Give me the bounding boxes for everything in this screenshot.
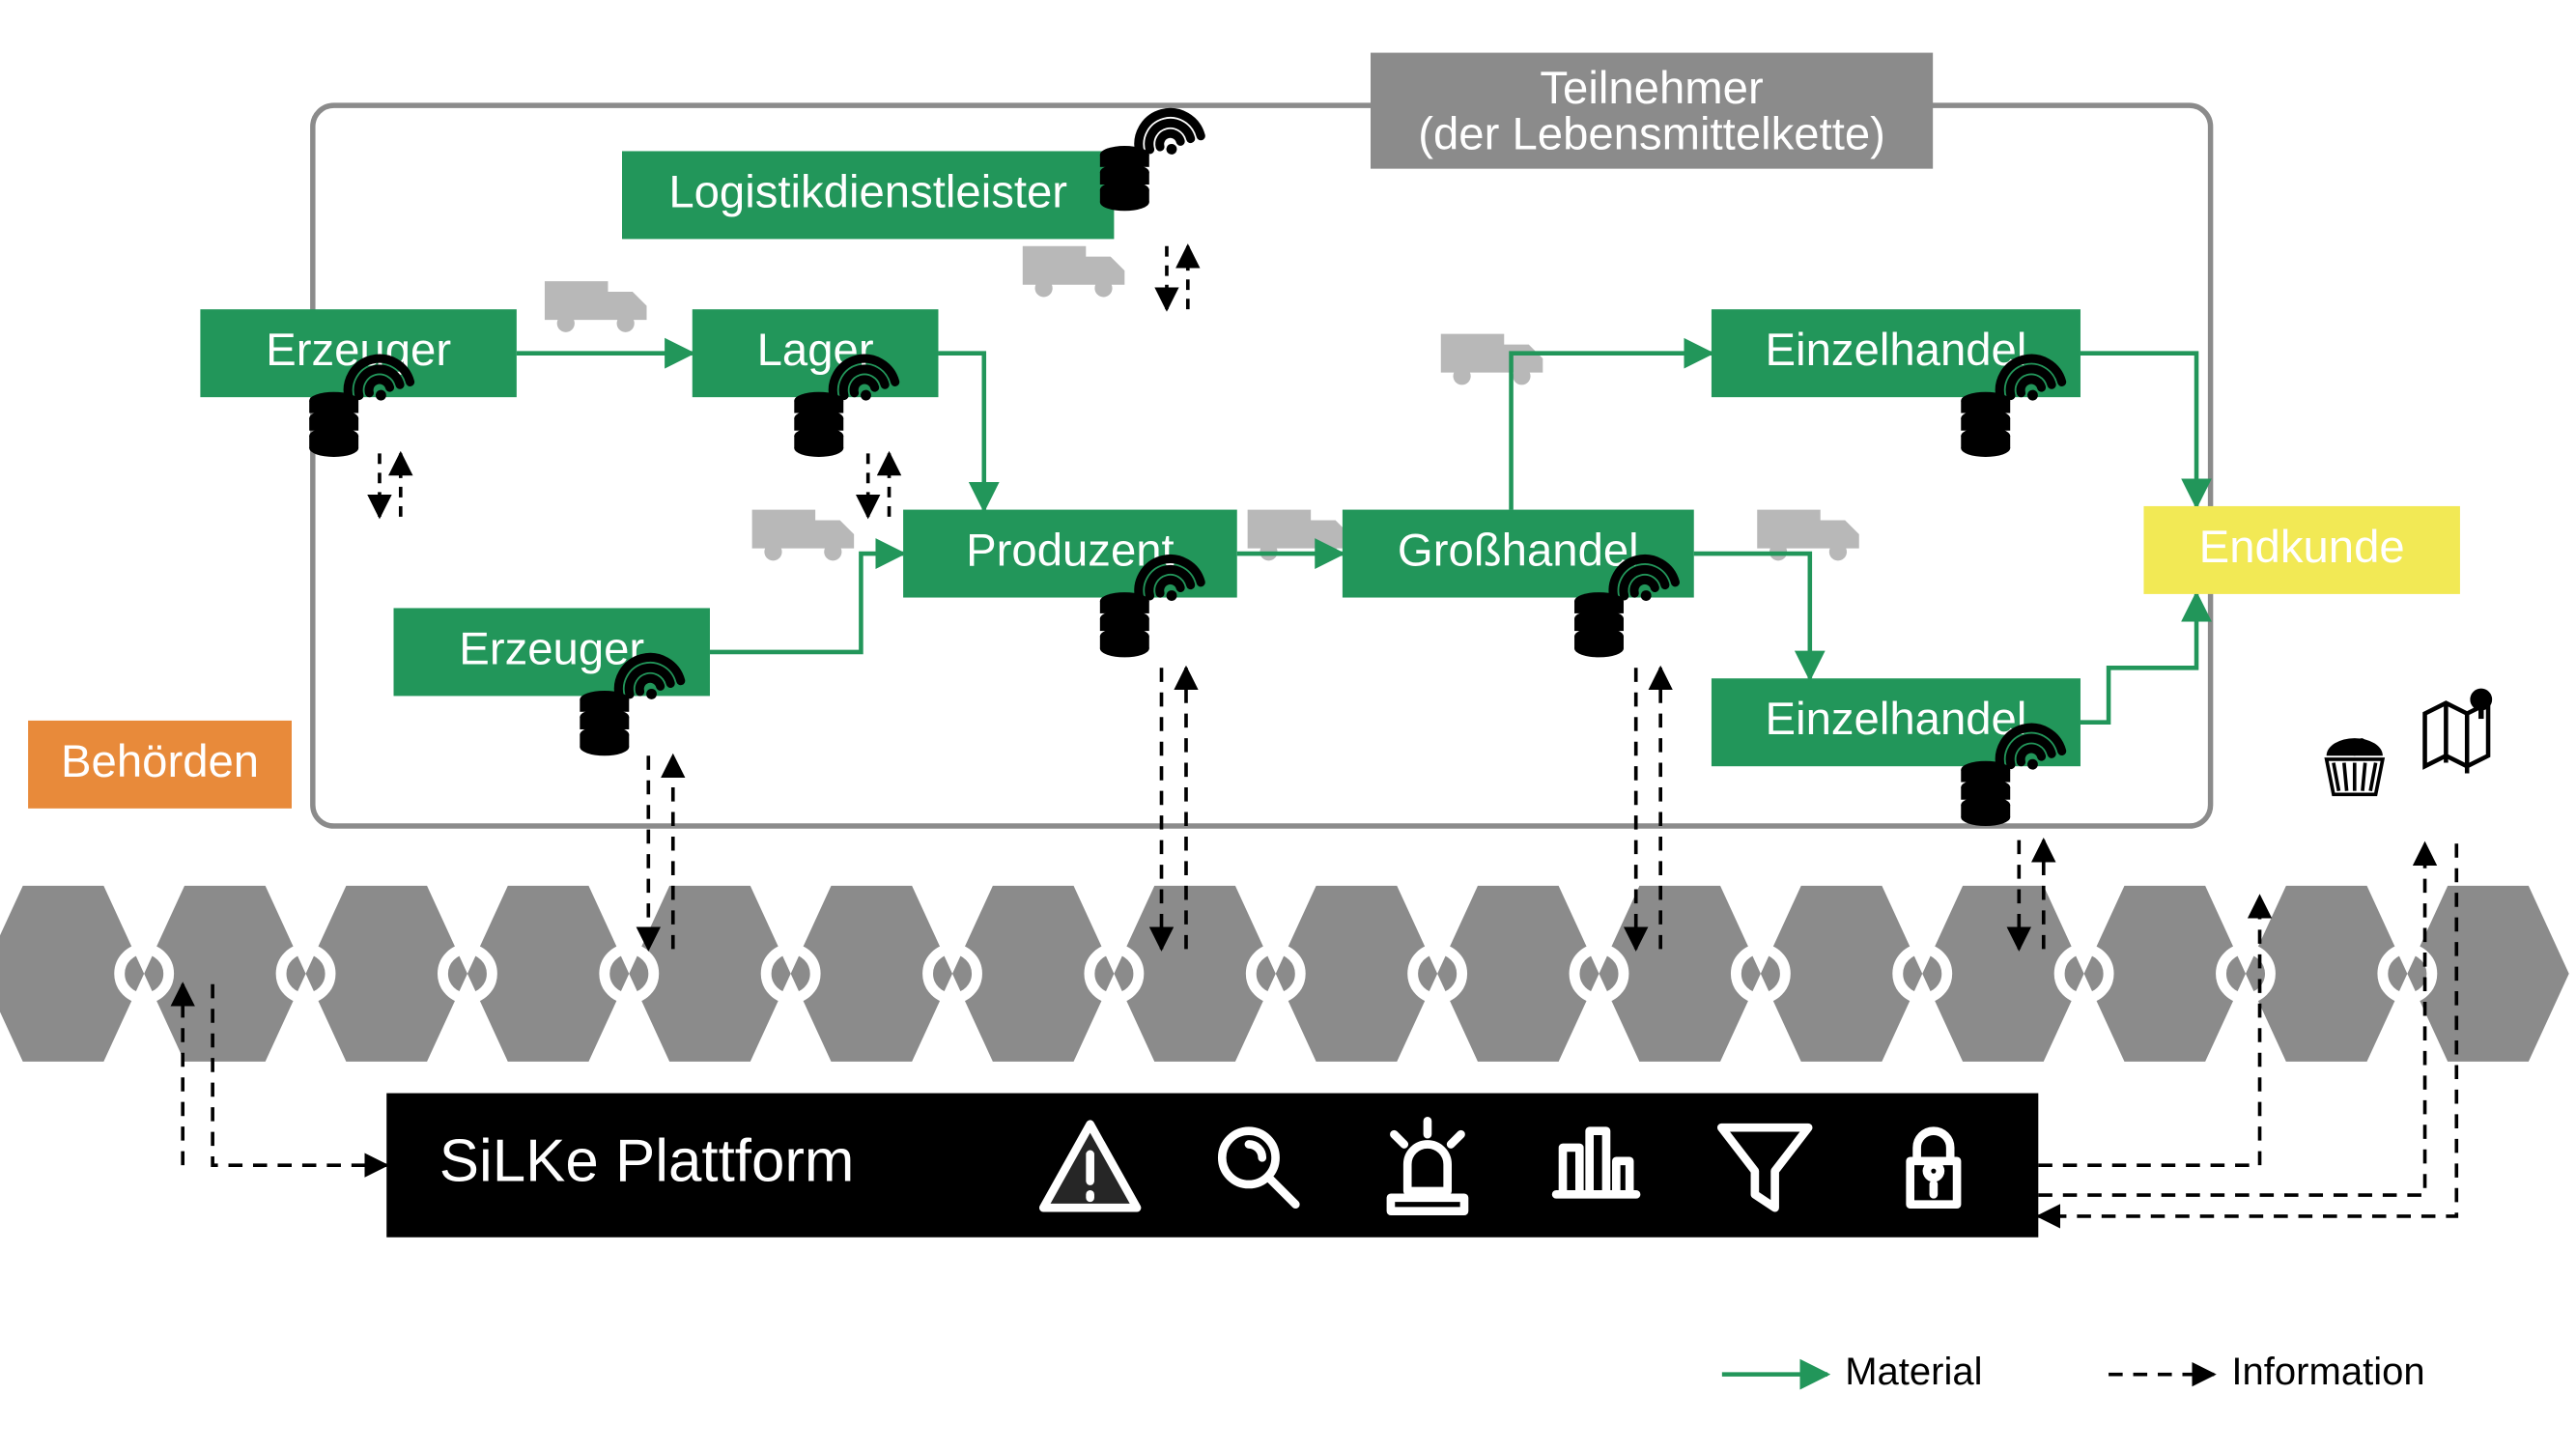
db-wifi-icon [1100, 105, 1203, 211]
truck-icon [1023, 246, 1125, 298]
legend-info-label: Information [2231, 1351, 2424, 1393]
material-arrow [938, 354, 983, 510]
einzel2-label: Einzelhandel [1766, 694, 2027, 745]
truck-icon [1441, 334, 1543, 385]
erzeuger2-label: Erzeuger [459, 623, 644, 674]
material-arrow [710, 554, 903, 652]
muffin-icon [2327, 738, 2383, 794]
behoerden-label: Behörden [61, 736, 259, 787]
info-path [2038, 843, 2456, 1216]
platform-label: SiLKe Plattform [439, 1127, 855, 1194]
material-arrow [1694, 554, 1810, 678]
material-arrow [1512, 354, 1712, 510]
logistik-label: Logistikdienstleister [668, 166, 1067, 217]
truck-icon [545, 281, 647, 332]
endkunde-label: Endkunde [2199, 522, 2405, 573]
legend-material-label: Material [1845, 1351, 1982, 1393]
material-arrow [2081, 594, 2196, 723]
einzel1-label: Einzelhandel [1766, 325, 2027, 376]
map-icon [2425, 691, 2490, 774]
material-arrow [2081, 354, 2196, 506]
container-title-line1: Teilnehmer [1540, 63, 1763, 114]
container-title-line2: (der Lebensmittelkette) [1418, 108, 1885, 159]
truck-icon [752, 510, 855, 561]
grosshandel-label: Großhandel [1398, 526, 1639, 577]
